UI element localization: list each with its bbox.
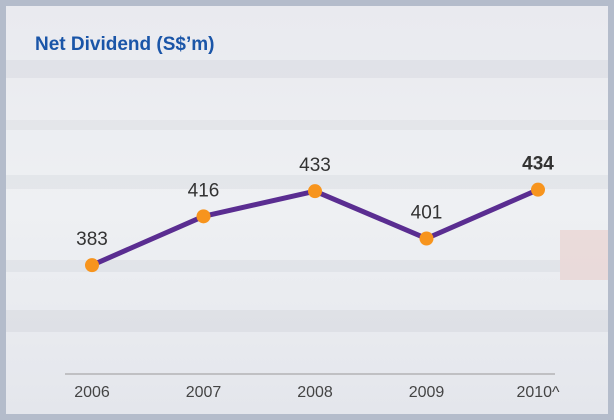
data-label: 383	[76, 229, 108, 250]
data-label: 433	[299, 155, 331, 176]
background	[6, 6, 608, 414]
x-tick-label: 2010^	[516, 384, 560, 401]
x-tick-label: 2007	[186, 384, 222, 401]
data-label: 416	[188, 180, 220, 201]
x-tick-label: 2006	[74, 384, 110, 401]
chart-title: Net Dividend (S$’m)	[35, 34, 214, 55]
data-label: 401	[411, 203, 443, 224]
newspaper-texture	[6, 60, 608, 332]
data-label: 434	[522, 154, 554, 175]
marker	[531, 182, 545, 197]
marker	[308, 184, 322, 199]
x-tick-label: 2008	[297, 384, 333, 401]
marker	[419, 231, 434, 246]
marker	[196, 209, 211, 224]
x-tick-label: 2009	[409, 384, 445, 401]
marker	[85, 258, 99, 273]
